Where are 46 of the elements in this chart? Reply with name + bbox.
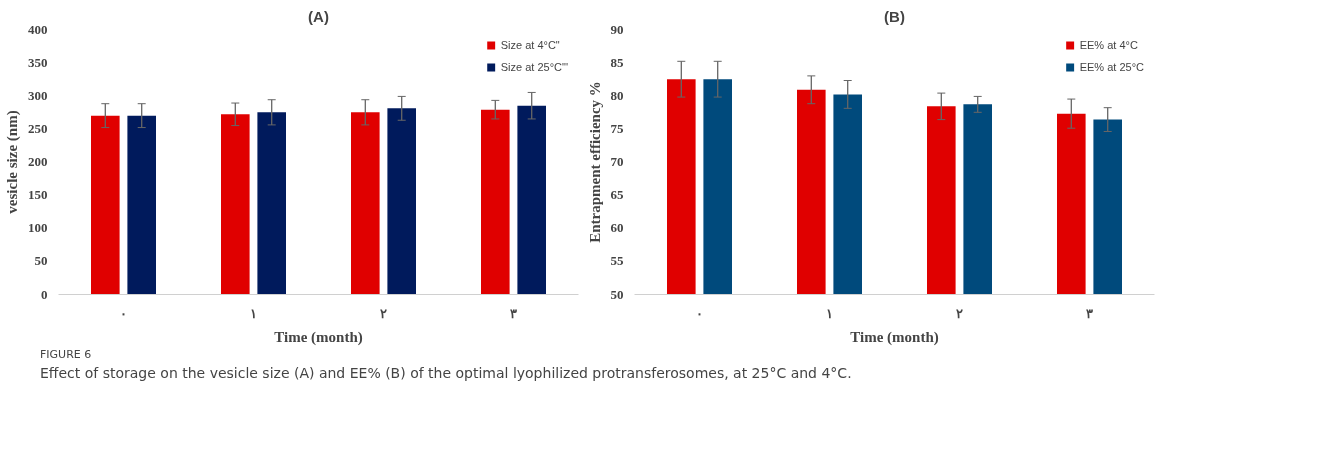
legend-label: EE% at 25°C [1079, 61, 1144, 73]
x-tick-label: ١ [250, 305, 257, 321]
y-axis-title: vesicle size (nm) [4, 110, 21, 214]
y-tick-label: 90 [610, 21, 624, 37]
y-tick-label: 65 [610, 187, 624, 203]
y-tick-label: 70 [610, 154, 624, 169]
x-tick-label: ٣ [510, 305, 517, 321]
bar [221, 114, 250, 295]
y-tick-label: 100 [28, 220, 48, 236]
y-axis-title: Entrapment efficiency % [586, 81, 603, 243]
x-tick-label: ٠ [120, 305, 127, 321]
x-tick-label: ٢ [956, 305, 963, 321]
y-tick-label: 50 [610, 286, 624, 302]
x-tick-label: ٠ [696, 305, 703, 321]
y-tick-label: 0 [41, 286, 48, 302]
caption: FIGURE 6 [40, 347, 92, 363]
y-tick-label: 350 [28, 54, 48, 70]
text: Effect of storage on the vesicle size (A) and EE% (B) of the optimal lyophilized protransferosomes, at 25°C and 4°C. [40, 363, 852, 383]
bar [387, 108, 416, 295]
y-tick-label: 85 [610, 54, 624, 70]
x-axis-title: Time (month) [274, 328, 363, 346]
y-tick-label: 200 [28, 154, 48, 169]
y-tick-label: 60 [610, 220, 624, 236]
bar [127, 115, 156, 295]
chart-title: (A) [308, 7, 329, 25]
y-tick-label: 80 [610, 87, 624, 103]
y-tick-label: 250 [28, 120, 48, 136]
legend-label: Size at 25°C"' [500, 61, 568, 73]
chart-title: (B) [884, 7, 905, 25]
bar [481, 109, 510, 295]
y-tick-label: 300 [28, 87, 48, 103]
x-tick-label: ١ [826, 305, 833, 321]
legend-label: Size at 4°C" [500, 39, 560, 51]
bar [517, 105, 546, 295]
bar [257, 112, 286, 295]
x-tick-label: ٣ [1086, 305, 1093, 321]
y-tick-label: 50 [34, 253, 48, 269]
x-tick-label: ٢ [380, 305, 387, 321]
y-tick-label: 55 [610, 253, 624, 269]
y-tick-label: 75 [610, 120, 624, 136]
bar [91, 115, 120, 295]
legend-label: EE% at 4°C [1079, 39, 1138, 51]
bar [351, 112, 380, 295]
y-tick-label: 150 [28, 187, 48, 203]
y-tick-label: 400 [28, 21, 48, 37]
x-axis-title: Time (month) [850, 328, 939, 346]
